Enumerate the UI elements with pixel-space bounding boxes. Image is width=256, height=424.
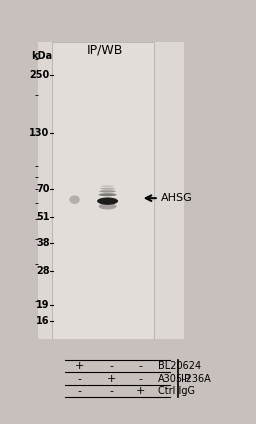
Ellipse shape [100,188,115,190]
Text: -: - [109,386,113,396]
Text: kDa: kDa [31,51,52,61]
Ellipse shape [99,193,117,196]
Text: 250: 250 [29,70,50,80]
Ellipse shape [97,198,118,205]
Text: 38: 38 [36,238,50,248]
Text: -: - [138,374,143,384]
Text: Ctrl IgG: Ctrl IgG [158,386,195,396]
Text: -: - [77,386,81,396]
Text: IP: IP [181,374,190,384]
Text: 28: 28 [36,265,50,276]
Text: +: + [136,386,145,396]
Text: 19: 19 [36,300,50,310]
Text: -: - [138,361,143,371]
Ellipse shape [99,203,117,209]
Ellipse shape [101,185,114,187]
Text: -: - [109,361,113,371]
Text: 16: 16 [36,315,50,326]
Text: 130: 130 [29,128,50,138]
Text: BL20624: BL20624 [158,361,201,371]
Text: 51: 51 [36,212,50,222]
Text: AHSG: AHSG [161,193,193,203]
Text: +: + [74,361,84,371]
Text: A305-236A: A305-236A [158,374,212,384]
Text: IP/WB: IP/WB [87,44,123,57]
Text: 70: 70 [36,184,50,194]
Text: +: + [107,374,116,384]
Ellipse shape [69,195,80,204]
Ellipse shape [99,190,116,192]
Text: -: - [77,374,81,384]
Bar [52,42,154,339]
